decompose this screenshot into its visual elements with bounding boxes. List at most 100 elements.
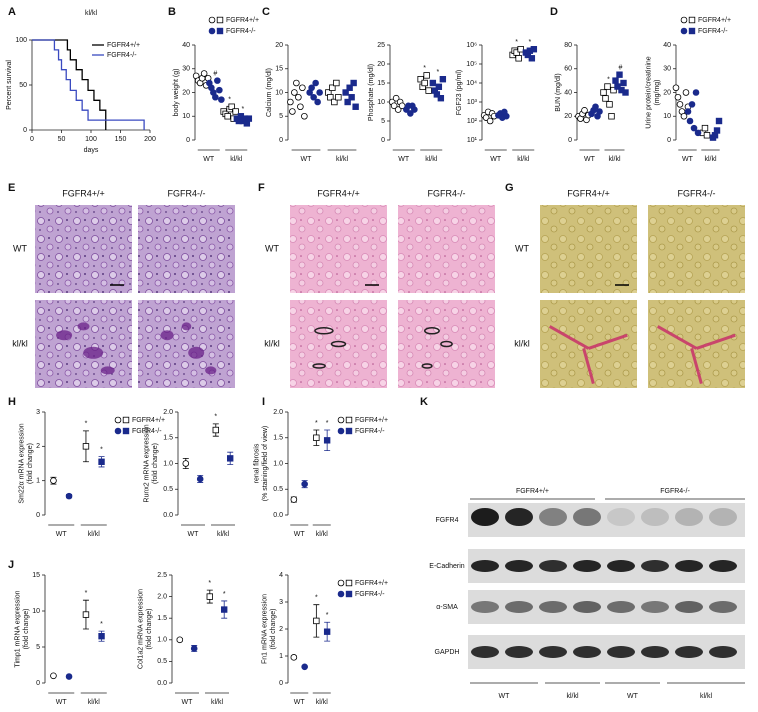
data-point xyxy=(672,84,680,92)
mean-marker xyxy=(98,633,105,640)
legend-label: FGFR4+/+ xyxy=(698,17,731,24)
y-tick-label: 0.0 xyxy=(273,512,283,519)
y-tick-label: 0.5 xyxy=(273,486,283,493)
data-point xyxy=(608,113,615,120)
data-point xyxy=(622,89,629,96)
data-point xyxy=(437,95,445,102)
lesion xyxy=(656,325,698,350)
significance-mark: * xyxy=(85,590,88,597)
group-label: kl/kl xyxy=(425,156,438,163)
group-label: WT xyxy=(490,156,502,163)
y-axis-label: Fn1 mRNA expression xyxy=(261,594,268,664)
legend-marker xyxy=(337,427,345,435)
data-point xyxy=(614,83,621,90)
survival-line xyxy=(32,39,145,130)
significance-mark: * xyxy=(223,591,226,598)
data-point xyxy=(289,108,296,115)
significance-mark: # xyxy=(213,70,217,77)
y-tick-label: 15 xyxy=(377,80,385,87)
y-tick-label: 10 xyxy=(32,608,40,615)
group-label: WT xyxy=(294,699,306,706)
panel-letter: I xyxy=(262,396,265,408)
y-tick-label: 3 xyxy=(279,599,283,606)
mean-marker xyxy=(82,611,90,618)
legend-label: FGFR4-/- xyxy=(132,428,162,435)
column-header: FGFR4-/- xyxy=(678,188,716,198)
group-label: WT xyxy=(182,699,194,706)
lesion xyxy=(83,346,104,359)
data-point xyxy=(680,112,688,120)
y-axis-label: (fold change) xyxy=(23,609,30,650)
panel-letter: D xyxy=(550,6,558,18)
column-header: FGFR4-/- xyxy=(428,188,466,198)
group-label: kl/kl xyxy=(230,156,243,163)
mean-marker xyxy=(301,663,308,671)
y-tick-label: 0 xyxy=(186,137,190,144)
y-axis-label: BUN (mg/dl) xyxy=(555,73,562,112)
mean-marker xyxy=(50,477,57,484)
legend-marker xyxy=(337,590,345,598)
group-label: WT xyxy=(188,531,200,538)
y-axis-label: Calcium (mg/dl) xyxy=(266,68,273,117)
y-tick-label: 10 xyxy=(182,113,190,120)
y-axis-label: (fold change) xyxy=(152,443,159,484)
data-point xyxy=(342,89,349,96)
micrograph xyxy=(398,205,495,293)
y-axis-label: Percent survival xyxy=(6,60,13,110)
data-point xyxy=(713,127,721,134)
data-point xyxy=(218,96,225,103)
micrograph xyxy=(540,300,637,388)
blot-band xyxy=(573,601,601,613)
blot-band xyxy=(607,646,635,658)
legend-label: FGFR4+/+ xyxy=(355,580,388,587)
data-point xyxy=(398,102,406,110)
group-label: kl/kl xyxy=(517,156,530,163)
legend-label: FGFR4-/- xyxy=(355,591,385,598)
column-header: FGFR4-/- xyxy=(168,188,206,198)
y-tick-label: 0 xyxy=(36,680,40,687)
legend-marker xyxy=(345,590,353,598)
data-point xyxy=(316,89,323,96)
y-tick-label: 10 xyxy=(663,113,671,120)
data-point xyxy=(612,77,619,84)
significance-mark: * xyxy=(528,39,531,46)
data-point xyxy=(423,72,430,79)
data-point xyxy=(692,89,700,96)
data-point xyxy=(411,106,418,113)
y-tick-label: 0 xyxy=(279,680,283,687)
significance-mark: * xyxy=(208,580,211,587)
mean-marker xyxy=(226,455,234,462)
y-tick-label: 0.5 xyxy=(157,658,167,665)
blot-band xyxy=(539,601,567,613)
legend-label: FGFR4+/+ xyxy=(132,417,165,424)
y-tick-label: 2 xyxy=(279,626,283,633)
x-axis-label: days xyxy=(84,147,99,154)
y-tick-label: 15 xyxy=(32,572,40,579)
legend-marker xyxy=(337,416,345,424)
y-tick-label: 2.0 xyxy=(157,593,167,600)
legend-marker xyxy=(216,16,224,24)
data-point xyxy=(310,93,317,101)
y-tick-label: 30 xyxy=(182,66,190,73)
y-tick-label: 0.0 xyxy=(157,680,167,687)
lesion xyxy=(77,322,90,331)
y-tick-label: 1.5 xyxy=(163,435,173,442)
y-tick-label: 20 xyxy=(182,89,190,96)
mean-marker xyxy=(82,443,90,450)
data-point xyxy=(686,117,694,125)
legend-marker xyxy=(688,16,696,24)
y-tick-label: 0 xyxy=(36,512,40,519)
y-tick-label: 1.0 xyxy=(157,637,167,644)
y-tick-label: 60 xyxy=(564,66,572,73)
lesion xyxy=(582,348,595,384)
data-point xyxy=(503,112,510,120)
data-point xyxy=(701,124,709,132)
legend-marker xyxy=(208,16,216,24)
legend-label: FGFR4-/- xyxy=(355,428,385,435)
y-tick-label: 80 xyxy=(564,42,572,49)
legend-marker xyxy=(337,579,345,587)
panel-letter: H xyxy=(8,396,16,408)
lesion xyxy=(181,322,192,331)
blot-band xyxy=(471,508,499,526)
data-point xyxy=(417,76,424,83)
